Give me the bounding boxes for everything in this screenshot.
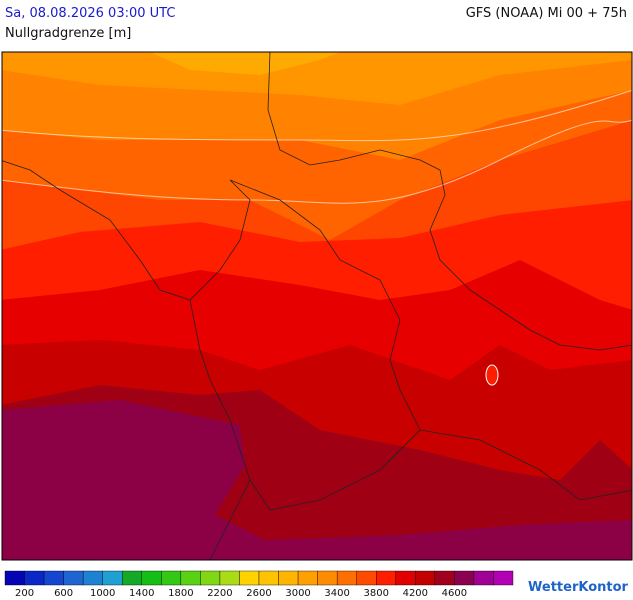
colorbar-label: 3400 — [324, 588, 349, 599]
model-run: GFS (NOAA) Mi 00 + 75h — [465, 6, 627, 21]
datetime: Sa, 08.08.2026 03:00 UTC — [5, 6, 176, 21]
colorbar-label: 2600 — [246, 588, 271, 599]
colorbar-swatch — [122, 570, 142, 586]
borders — [2, 52, 632, 560]
contours — [2, 89, 632, 204]
colorbar-swatch — [434, 570, 455, 586]
field — [2, 52, 632, 560]
colorbar-swatch — [24, 570, 45, 586]
colorbar-swatch — [200, 570, 221, 586]
colorbar-swatch — [415, 570, 436, 586]
colorbar-swatch — [493, 570, 514, 586]
colorbar-label: 600 — [54, 588, 73, 599]
colorbar-swatch — [82, 570, 103, 586]
colorbar-swatch — [141, 570, 162, 586]
colorbar-swatch — [4, 570, 25, 586]
colorbar-swatch — [297, 570, 318, 586]
colorbar-label: 4200 — [403, 588, 428, 599]
map-frame — [1, 51, 633, 561]
colorbar-label: 1800 — [168, 588, 193, 599]
colorbar-swatch — [239, 570, 260, 586]
colorbar-swatch — [258, 570, 279, 586]
colorbar-label: 2200 — [207, 588, 232, 599]
colorbar-swatch — [180, 570, 201, 586]
colorbar-label: 3000 — [285, 588, 310, 599]
colorbar-swatch — [336, 570, 357, 586]
colorbar-label: 3800 — [364, 588, 389, 599]
colorbar-swatch — [356, 570, 377, 586]
colorbar-label: 4600 — [442, 588, 467, 599]
colorbar-label: 200 — [15, 588, 34, 599]
colorbar-swatch — [63, 570, 84, 586]
colorbar-swatch — [395, 570, 416, 586]
region — [150, 52, 340, 75]
colorbar-label: 1400 — [129, 588, 154, 599]
colorbar-swatch — [317, 570, 338, 586]
colorbar-swatch — [161, 570, 182, 586]
colorbar: 200 600 1000 1400 1800 2200 2600 3000 3400 3800 42… — [4, 570, 514, 599]
logo: WetterKontor — [528, 580, 629, 595]
colorbar-swatch — [454, 570, 475, 586]
region — [2, 52, 632, 105]
colorbar-label: 1000 — [90, 588, 115, 599]
parameter: Nullgradgrenze [m] — [5, 26, 132, 41]
colorbar-swatch — [43, 570, 64, 586]
colorbar-swatch — [219, 570, 240, 586]
colorbar-swatch — [376, 570, 396, 586]
colorbar-swatch — [102, 570, 123, 586]
colorbar-swatch — [473, 570, 494, 586]
colorbar-swatch — [278, 570, 299, 586]
region — [485, 364, 499, 386]
